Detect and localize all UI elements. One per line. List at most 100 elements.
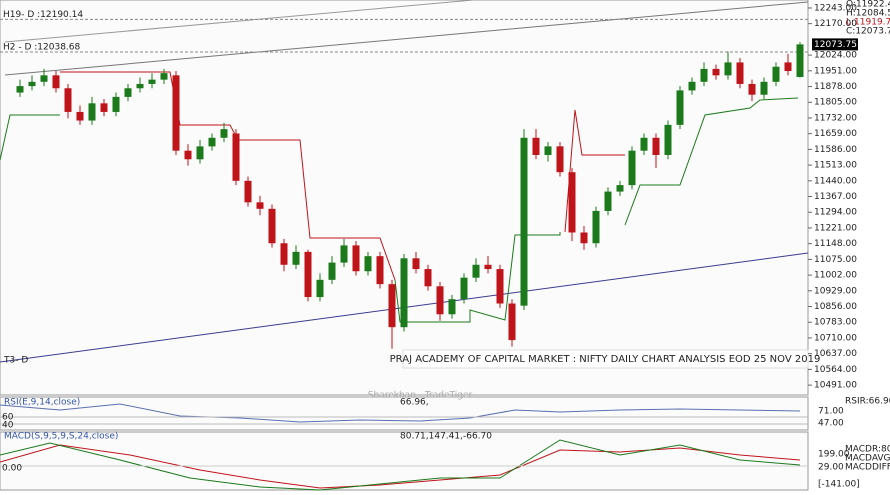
rsi-tick: 40 — [2, 421, 14, 431]
candle-body — [424, 269, 432, 287]
candle-body — [16, 86, 24, 93]
supertrend — [564, 109, 625, 233]
y-tick-label: 11659.00 — [814, 129, 857, 139]
candle-body — [148, 79, 156, 84]
supertrend — [394, 232, 561, 323]
macd-right-label: MACDR:80. — [845, 445, 890, 455]
rsi-right-label: RSIR:66.96 — [845, 397, 890, 407]
candle-body — [736, 62, 744, 84]
candle-body — [268, 208, 276, 244]
candle-body — [556, 146, 564, 173]
y-tick-label: 12243.00 — [814, 3, 857, 13]
y-tick-label: 10856.00 — [814, 302, 857, 312]
candle-body — [256, 202, 264, 209]
candle-body — [100, 103, 108, 112]
y-tick-label: 10783.00 — [814, 318, 857, 328]
trendline-label: T3- D — [3, 356, 28, 366]
trendline — [4, 0, 480, 43]
y-tick-label: 10929.00 — [814, 286, 857, 296]
candle-body — [376, 256, 384, 285]
macd-tick: 199.00 — [818, 450, 850, 460]
y-tick-label: 12170.00 — [814, 19, 857, 29]
candle-body — [640, 137, 648, 151]
candle-body — [472, 264, 480, 278]
candle-body — [784, 62, 792, 72]
candle-body — [712, 68, 720, 76]
supertrend — [0, 114, 60, 161]
ohlc-label: C:12073.75 — [846, 27, 890, 37]
candle-body — [136, 83, 144, 89]
candle-body — [724, 62, 732, 76]
candle-body — [184, 150, 192, 160]
candle-body — [208, 137, 216, 147]
ohlc-label: H:12084.50 — [846, 9, 890, 19]
candle-body — [652, 137, 660, 155]
rsi-tick: 71.00 — [818, 407, 844, 417]
macd-right-label: MACDAVG: — [845, 454, 890, 464]
candle-body — [196, 146, 204, 160]
y-tick-label: 12024.00 — [814, 51, 857, 61]
y-tick-label: 11440.00 — [814, 176, 857, 186]
title-box — [402, 349, 809, 369]
candle-body — [40, 75, 48, 82]
rsi-line — [0, 403, 801, 423]
candle-body — [676, 90, 684, 125]
candle-body — [628, 150, 636, 186]
macd-value: 80.71,147.41,-66.70 — [400, 432, 492, 442]
chart-title: PRAJ ACADEMY OF CAPITAL MARKET : NIFTY D… — [390, 354, 821, 365]
y-tick-label: 10637.00 — [814, 349, 857, 359]
y-tick-label: 10564.00 — [814, 365, 857, 375]
level-label: H2 - D :12038.68 — [3, 42, 81, 52]
candle-body — [124, 88, 132, 97]
macd-panel — [0, 431, 809, 491]
rsi-tick: 47.00 — [818, 419, 844, 429]
candle-body — [364, 256, 372, 272]
y-tick-label: 11075.00 — [814, 255, 857, 265]
candle-body — [436, 286, 444, 315]
candle-body — [328, 262, 336, 280]
supertrend — [624, 97, 799, 226]
y-tick-label: 11805.00 — [814, 98, 857, 108]
y-tick-label: 11221.00 — [814, 223, 857, 233]
candle-body — [88, 103, 96, 121]
candle-body — [460, 277, 468, 300]
price-panel — [0, 0, 809, 396]
candle-body — [604, 191, 612, 211]
y-tick-label: 11513.00 — [814, 161, 857, 171]
candle-body — [580, 232, 588, 244]
candle-body — [304, 251, 312, 298]
candle-body — [112, 96, 120, 112]
candle-body — [280, 243, 288, 265]
candle-body — [796, 44, 804, 77]
last-price: 12073.75 — [814, 40, 857, 50]
y-tick-label: 11148.00 — [814, 239, 857, 249]
candle-body — [172, 75, 180, 151]
candle-body — [412, 258, 420, 270]
rsi-title: RSI(E,9,14,close) — [4, 398, 80, 408]
last-price-box — [812, 38, 858, 51]
candle-body — [532, 137, 540, 155]
candle-body — [388, 284, 396, 328]
candle-body — [64, 88, 72, 112]
candle-body — [520, 137, 528, 306]
level-label: H19- D :12190.14 — [3, 10, 83, 20]
y-tick-label: 11294.00 — [814, 208, 857, 218]
candle-body — [760, 81, 768, 95]
y-tick-label: 11951.00 — [814, 66, 857, 76]
candle-body — [28, 81, 36, 87]
candle-body — [160, 73, 168, 80]
macd-tick: 29.00 — [818, 463, 844, 473]
candle-body — [508, 303, 516, 341]
candle-body — [748, 83, 756, 95]
candle-body — [700, 68, 708, 82]
candle-body — [484, 264, 492, 270]
candle-body — [664, 124, 672, 155]
macd-title: MACD(S,9,5,9,S,24,close) — [4, 432, 118, 442]
candle-body — [496, 269, 504, 304]
watermark: Sharekhan - TradeTiger — [368, 391, 473, 401]
candle-body — [772, 66, 780, 82]
candle-body — [220, 129, 228, 138]
candle-body — [76, 111, 84, 121]
y-tick-label: 11002.00 — [814, 271, 857, 281]
